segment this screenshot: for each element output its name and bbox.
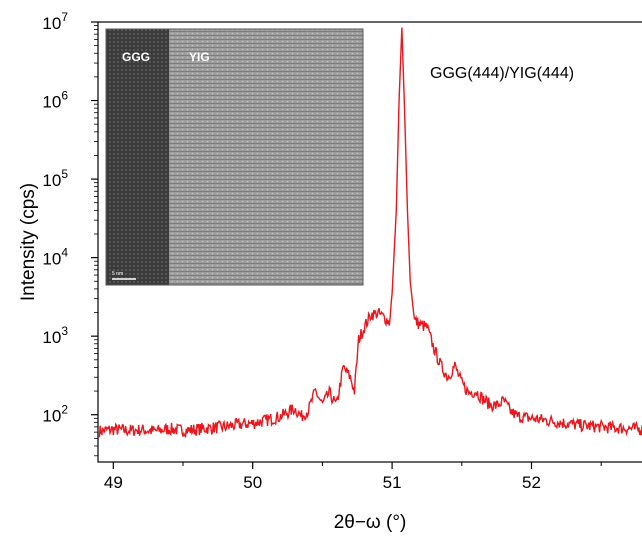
inset-label-yig: YIG xyxy=(189,50,210,64)
y-tick-label: 104 xyxy=(42,246,68,269)
y-tick-label: 105 xyxy=(42,167,68,190)
x-tick-label: 51 xyxy=(383,473,402,492)
x-tick-label: 49 xyxy=(104,473,123,492)
y-axis: 102 103 104 105 106 107 xyxy=(42,10,98,457)
inset-micrograph: GGG YIG 5 nm xyxy=(105,28,364,286)
y-tick-label: 102 xyxy=(42,403,68,426)
x-axis-title: 2θ−ω (°) xyxy=(334,512,407,533)
annotation-label: GGG(444)/YIG(444) xyxy=(430,65,574,82)
y-tick-label: 103 xyxy=(42,324,68,347)
x-tick-label: 52 xyxy=(522,473,541,492)
series-line xyxy=(98,27,642,439)
y-axis-title: Intensity (cps) xyxy=(18,183,39,301)
inset-border xyxy=(105,28,364,286)
y-tick-label: 106 xyxy=(42,89,68,112)
inset-scale-label: 5 nm xyxy=(112,271,123,277)
y-tick-label: 107 xyxy=(42,10,68,33)
x-tick-label: 50 xyxy=(243,473,262,492)
inset-yig-region xyxy=(169,29,363,285)
inset-ggg-region xyxy=(106,29,169,285)
plot-frame xyxy=(97,21,642,463)
x-axis: 49 50 51 52 xyxy=(104,462,602,492)
inset-label-ggg: GGG xyxy=(122,50,150,64)
